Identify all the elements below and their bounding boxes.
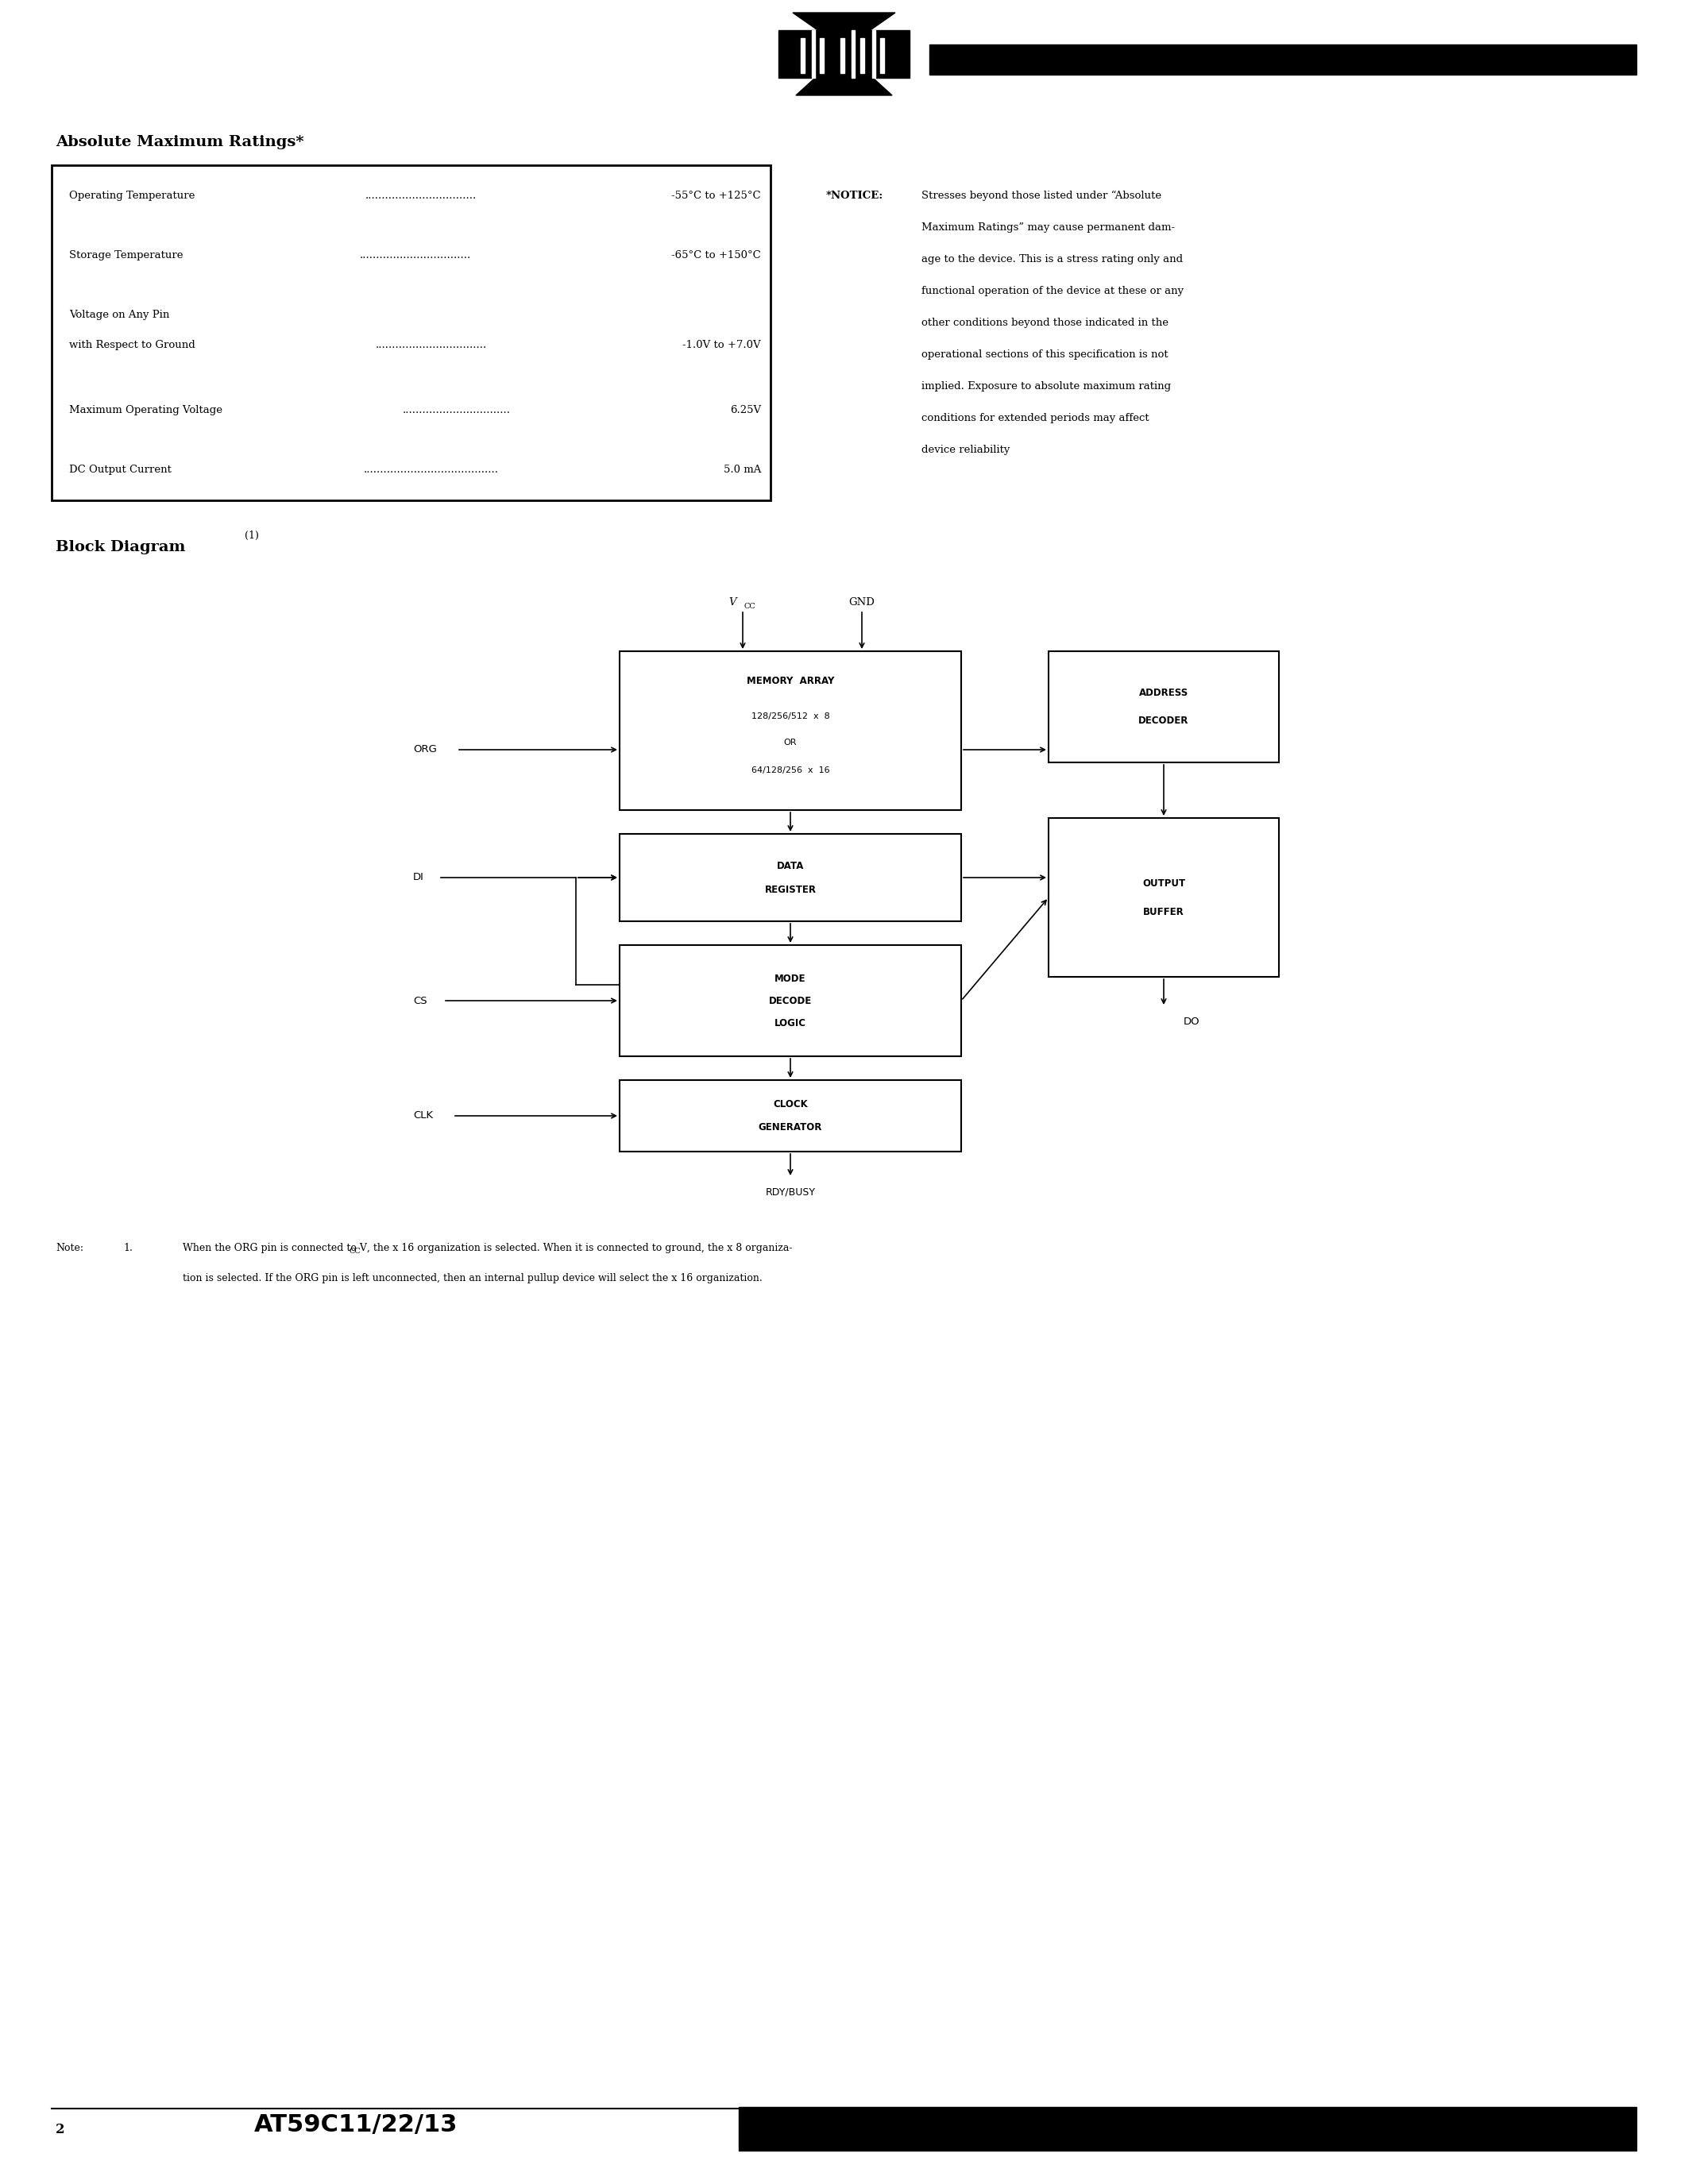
Text: implied. Exposure to absolute maximum rating: implied. Exposure to absolute maximum ra… bbox=[922, 382, 1171, 391]
Text: DC Output Current: DC Output Current bbox=[69, 465, 172, 474]
Text: tion is selected. If the ORG pin is left unconnected, then an internal pullup de: tion is selected. If the ORG pin is left… bbox=[182, 1273, 763, 1284]
Bar bbox=[619, 1081, 960, 1151]
Text: .................................: ................................. bbox=[365, 190, 476, 201]
Bar bbox=[851, 31, 854, 79]
Text: .................................: ................................. bbox=[375, 341, 486, 349]
Text: LOGIC: LOGIC bbox=[775, 1018, 807, 1029]
Text: BUFFER: BUFFER bbox=[1143, 906, 1185, 917]
Text: .................................: ................................. bbox=[360, 251, 471, 260]
Text: -55°C to +125°C: -55°C to +125°C bbox=[672, 190, 761, 201]
Text: 6.25V: 6.25V bbox=[729, 404, 761, 415]
Text: MODE: MODE bbox=[775, 974, 807, 983]
Text: Stresses beyond those listed under “Absolute: Stresses beyond those listed under “Abso… bbox=[922, 190, 1161, 201]
Bar bbox=[52, 166, 770, 500]
Text: DO: DO bbox=[1183, 1016, 1200, 1026]
Text: RDY/BUSY: RDY/BUSY bbox=[765, 1188, 815, 1197]
Polygon shape bbox=[793, 13, 895, 31]
Bar bbox=[619, 946, 960, 1057]
Text: Operating Temperature: Operating Temperature bbox=[69, 190, 194, 201]
Text: age to the device. This is a stress rating only and: age to the device. This is a stress rati… bbox=[922, 253, 1183, 264]
Text: Voltage on Any Pin: Voltage on Any Pin bbox=[69, 310, 169, 321]
Bar bbox=[619, 651, 960, 810]
Bar bbox=[820, 37, 824, 72]
Text: conditions for extended periods may affect: conditions for extended periods may affe… bbox=[922, 413, 1150, 424]
Text: REGISTER: REGISTER bbox=[765, 885, 817, 895]
Text: When the ORG pin is connected to V: When the ORG pin is connected to V bbox=[182, 1243, 366, 1254]
Bar bbox=[1048, 819, 1280, 976]
Polygon shape bbox=[797, 79, 891, 96]
Text: MEMORY  ARRAY: MEMORY ARRAY bbox=[746, 677, 834, 686]
Text: 64/128/256  x  16: 64/128/256 x 16 bbox=[751, 767, 829, 775]
Text: , the x 16 organization is selected. When it is connected to ground, the x 8 org: , the x 16 organization is selected. Whe… bbox=[366, 1243, 792, 1254]
Text: V: V bbox=[729, 596, 736, 607]
Text: ........................................: ........................................ bbox=[363, 465, 498, 474]
Bar bbox=[739, 2108, 1636, 2151]
Text: DATA: DATA bbox=[776, 860, 803, 871]
Text: operational sections of this specification is not: operational sections of this specificati… bbox=[922, 349, 1168, 360]
Text: AT59C11/22/13: AT59C11/22/13 bbox=[255, 2114, 457, 2136]
Bar bbox=[812, 31, 815, 79]
Text: CLOCK: CLOCK bbox=[773, 1099, 809, 1109]
Text: -65°C to +150°C: -65°C to +150°C bbox=[672, 251, 761, 260]
Text: 1.: 1. bbox=[123, 1243, 133, 1254]
Text: CS: CS bbox=[414, 996, 427, 1007]
Text: CC: CC bbox=[349, 1247, 361, 1256]
Text: Maximum Operating Voltage: Maximum Operating Voltage bbox=[69, 404, 223, 415]
Text: GENERATOR: GENERATOR bbox=[758, 1123, 822, 1131]
Text: OR: OR bbox=[783, 738, 797, 747]
Text: other conditions beyond those indicated in the: other conditions beyond those indicated … bbox=[922, 317, 1168, 328]
Text: functional operation of the device at these or any: functional operation of the device at th… bbox=[922, 286, 1183, 297]
Text: 5.0 mA: 5.0 mA bbox=[724, 465, 761, 474]
Text: 128/256/512  x  8: 128/256/512 x 8 bbox=[751, 712, 829, 721]
Text: GND: GND bbox=[849, 596, 874, 607]
Bar bbox=[873, 31, 876, 79]
Text: with Respect to Ground: with Respect to Ground bbox=[69, 341, 196, 349]
Text: Maximum Ratings” may cause permanent dam-: Maximum Ratings” may cause permanent dam… bbox=[922, 223, 1175, 234]
Text: (1): (1) bbox=[245, 531, 258, 542]
Text: DECODER: DECODER bbox=[1138, 716, 1188, 727]
Bar bbox=[930, 44, 1636, 74]
Text: device reliability: device reliability bbox=[922, 446, 1009, 454]
Text: *NOTICE:: *NOTICE: bbox=[825, 190, 883, 201]
Text: ORG: ORG bbox=[414, 745, 437, 756]
Bar bbox=[800, 37, 803, 72]
Text: CC: CC bbox=[744, 603, 756, 609]
Bar bbox=[1048, 651, 1280, 762]
Text: ................................: ................................ bbox=[403, 404, 511, 415]
Bar bbox=[841, 37, 844, 72]
Text: -1.0V to +7.0V: -1.0V to +7.0V bbox=[682, 341, 761, 349]
Text: Storage Temperature: Storage Temperature bbox=[69, 251, 182, 260]
Text: 2: 2 bbox=[56, 2123, 64, 2136]
Text: ADDRESS: ADDRESS bbox=[1139, 688, 1188, 697]
Text: OUTPUT: OUTPUT bbox=[1143, 878, 1185, 889]
Bar bbox=[861, 37, 864, 72]
Text: Block Diagram: Block Diagram bbox=[56, 539, 186, 555]
Text: Note:: Note: bbox=[56, 1243, 83, 1254]
Text: DECODE: DECODE bbox=[768, 996, 812, 1007]
Bar bbox=[778, 31, 910, 79]
Text: Absolute Maximum Ratings*: Absolute Maximum Ratings* bbox=[56, 135, 304, 149]
Bar bbox=[619, 834, 960, 922]
Bar bbox=[879, 37, 885, 72]
Text: CLK: CLK bbox=[414, 1112, 434, 1120]
Text: DI: DI bbox=[414, 871, 424, 882]
